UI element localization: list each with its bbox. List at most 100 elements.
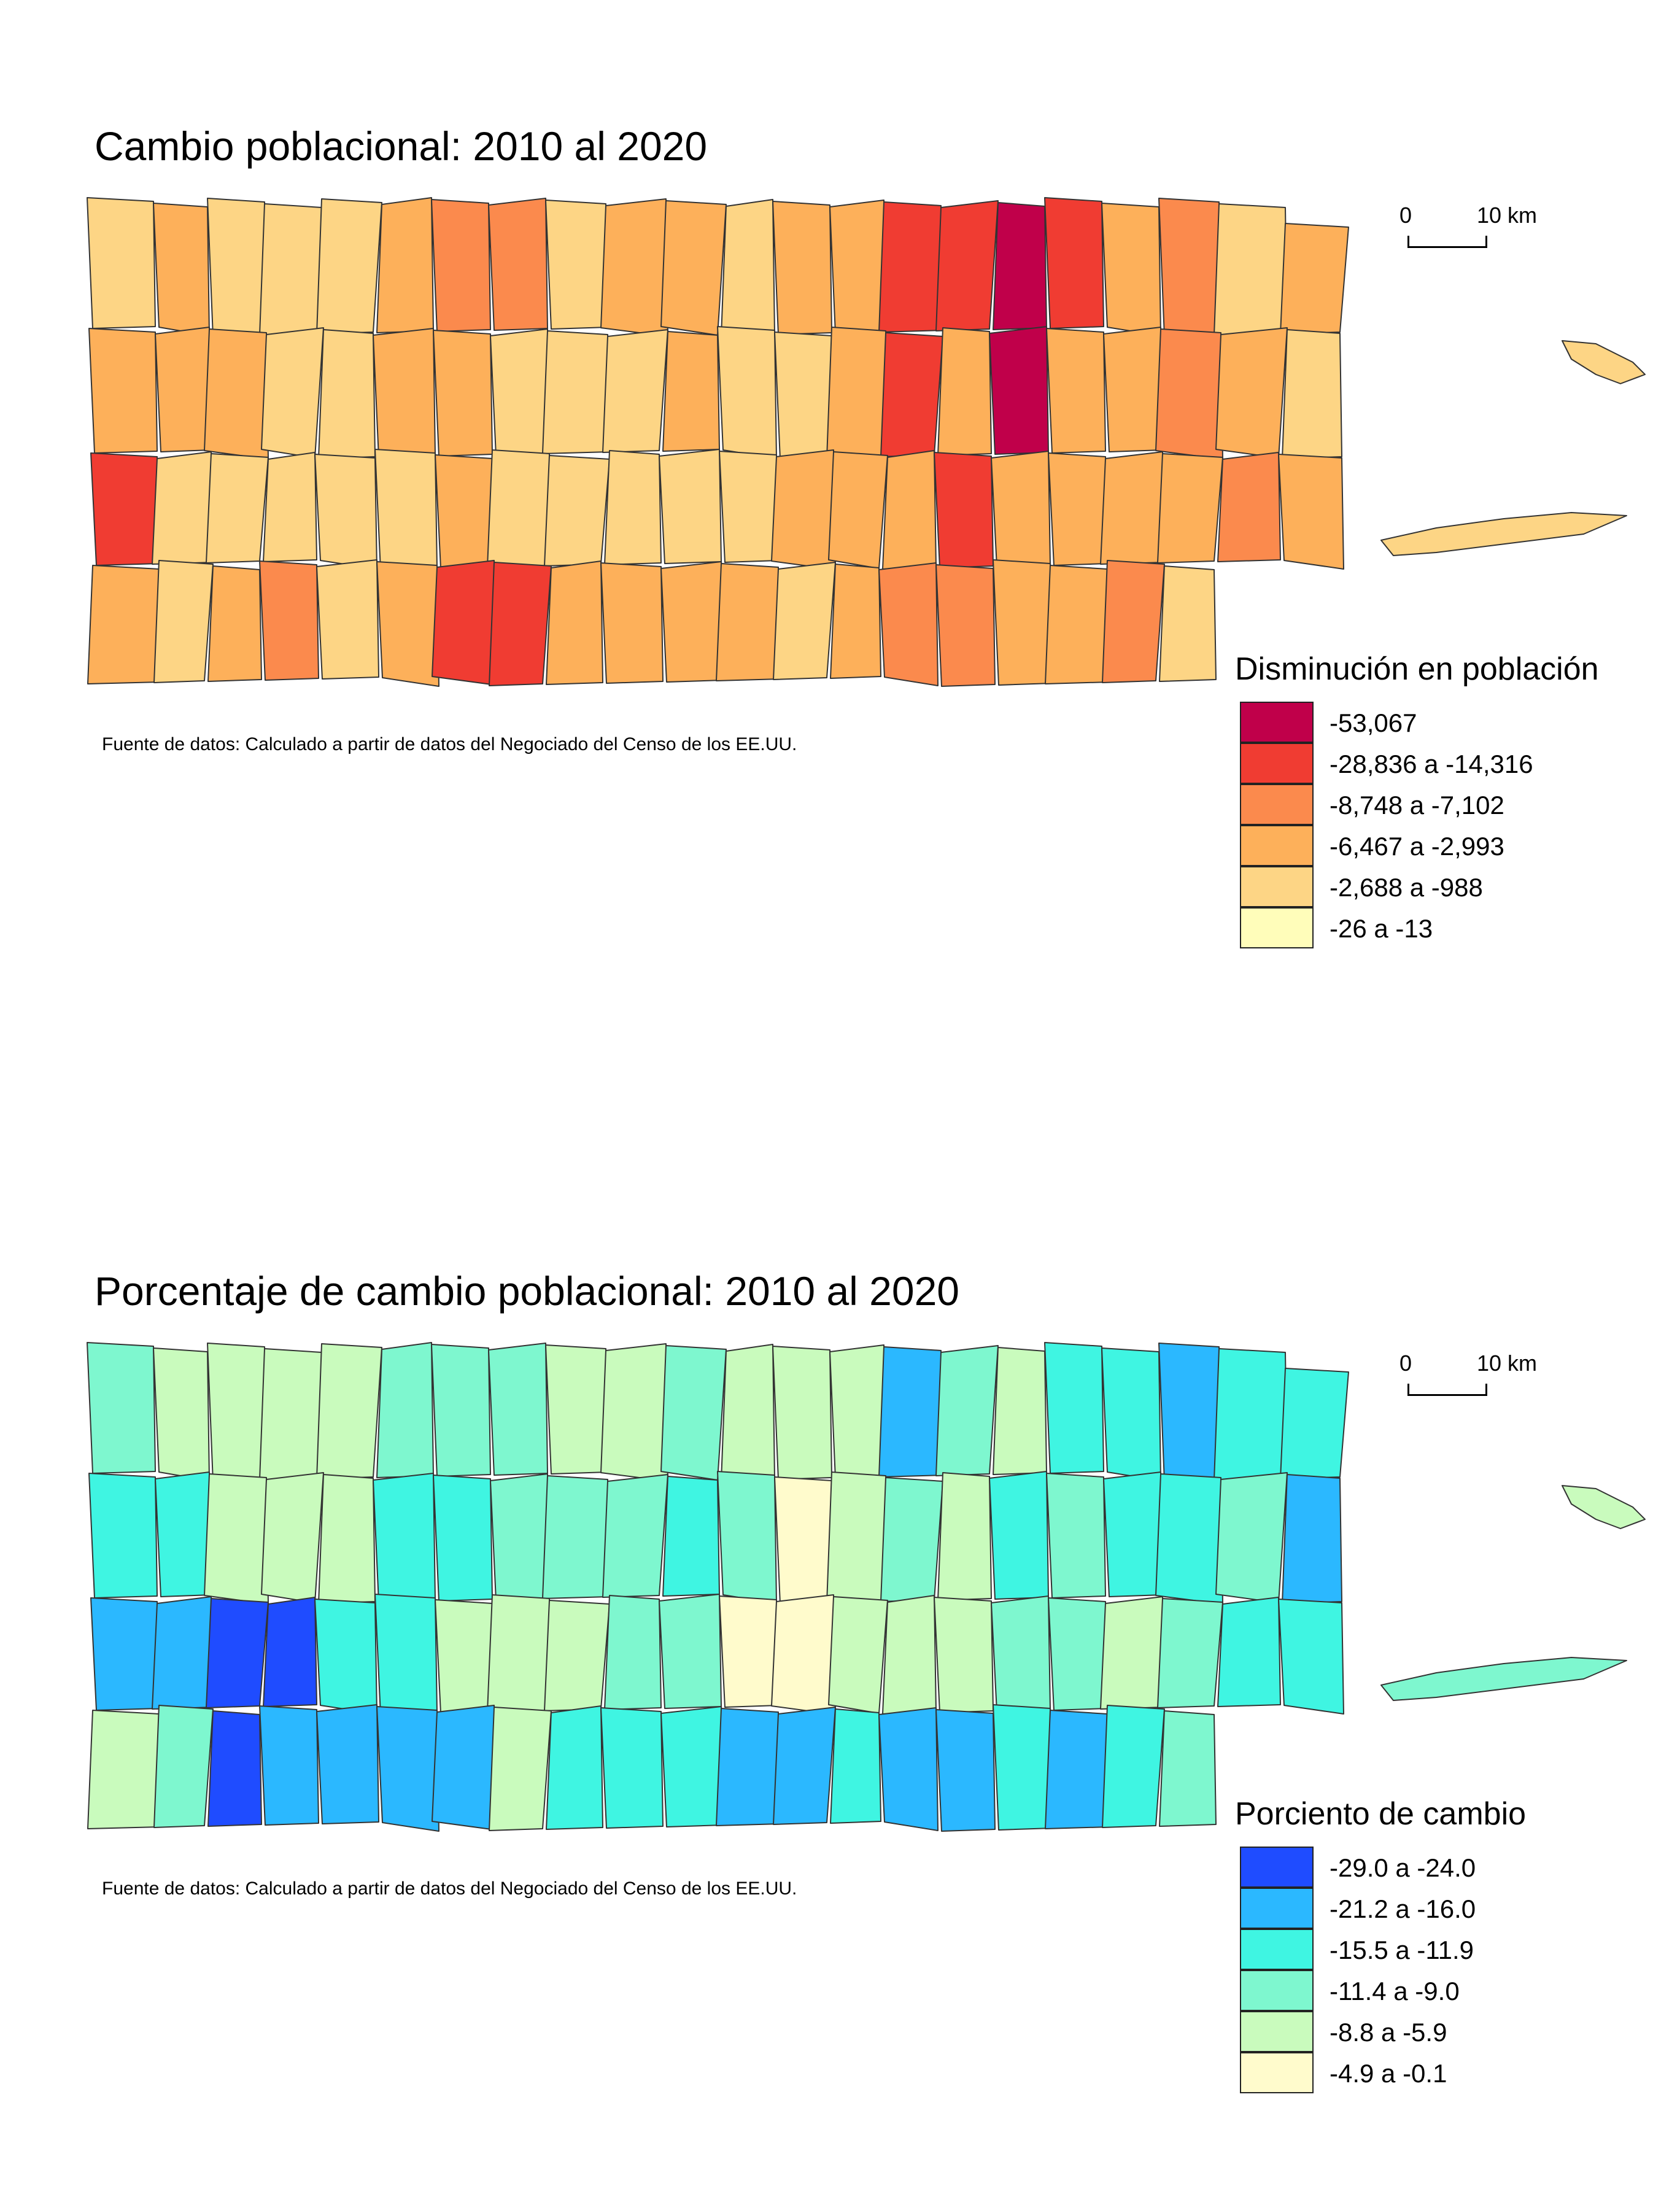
legend-swatch	[1240, 1929, 1314, 1970]
municipio-region	[316, 1343, 382, 1479]
municipio-region	[88, 328, 158, 454]
municipio-region	[1159, 1710, 1217, 1827]
municipio-region	[263, 452, 317, 562]
legend-item: -29.0 a -24.0	[1240, 1847, 1526, 1888]
municipio-region	[259, 1348, 324, 1481]
source-note: Fuente de datos: Calculado a partir de d…	[102, 1878, 797, 1899]
municipio-region	[153, 1705, 214, 1828]
municipio-region	[1159, 565, 1217, 682]
municipio-region	[488, 1343, 548, 1476]
municipio-region	[1103, 1471, 1163, 1597]
municipio-region	[435, 454, 495, 569]
scale-label-ten: 10 km	[1477, 203, 1538, 228]
municipio-region	[662, 331, 720, 452]
municipio-region	[87, 1342, 156, 1474]
municipio-region	[1101, 203, 1161, 336]
municipio-region	[660, 1706, 724, 1827]
municipio-region	[542, 1475, 610, 1599]
choropleth-map	[87, 197, 1646, 687]
municipio-region	[662, 1476, 720, 1597]
municipio-region	[490, 328, 550, 455]
municipio-region	[660, 1345, 727, 1481]
municipio-region	[1282, 1474, 1342, 1604]
municipio-region	[773, 1707, 836, 1825]
municipio-region	[993, 559, 1053, 686]
scale-bar: 0 10 km	[1399, 203, 1537, 264]
legend-item: -8.8 a -5.9	[1240, 2011, 1526, 2053]
map-panel-population-change: Cambio poblacional: 2010 al 2020 0 10 km…	[0, 0, 1680, 1080]
municipio-region	[989, 326, 1049, 455]
municipio-region	[261, 327, 324, 459]
legend-item: -21.2 a -16.0	[1240, 1888, 1526, 1929]
municipio-region	[660, 200, 727, 336]
municipio-region	[717, 326, 777, 459]
municipio-region	[1102, 560, 1165, 683]
legend-item: -28,836 a -14,316	[1240, 743, 1599, 785]
municipio-region	[490, 1473, 550, 1600]
municipio-region	[659, 1594, 722, 1709]
municipio-region	[435, 1599, 495, 1714]
municipio-region	[207, 1343, 267, 1482]
municipio-region	[489, 1707, 552, 1831]
municipio-region	[993, 1704, 1053, 1831]
municipio-region	[1282, 329, 1342, 459]
legend-item: -11.4 a -9.0	[1240, 1970, 1526, 2012]
municipio-region	[1280, 1368, 1349, 1479]
municipio-region	[660, 561, 724, 683]
legend-swatch	[1240, 1847, 1314, 1888]
municipio-region	[373, 1473, 436, 1603]
legend-list: -29.0 a -24.0 -21.2 a -16.0 -15.5 a -11.9 -…	[1240, 1847, 1526, 2094]
municipio-region	[1100, 451, 1165, 565]
municipio-region	[600, 198, 668, 337]
municipio-region	[487, 449, 552, 568]
municipio-region	[934, 1597, 994, 1713]
legend-label: -15.5 a -11.9	[1330, 1935, 1474, 1964]
municipio-region	[882, 1595, 937, 1715]
municipio-region	[935, 1709, 996, 1832]
map-title: Porcentaje de cambio poblacional: 2010 a…	[95, 1268, 960, 1314]
legend-label: -6,467 a -2,993	[1330, 831, 1504, 861]
municipio-region	[1215, 1472, 1288, 1603]
culebra-island	[1562, 1485, 1646, 1529]
municipio-region	[772, 201, 832, 335]
municipio-region	[659, 449, 722, 564]
legend-label: -2,688 a -988	[1330, 872, 1483, 902]
municipio-region	[373, 328, 436, 458]
municipio-region	[545, 200, 608, 330]
municipio-region	[544, 455, 610, 567]
municipio-region	[431, 1344, 491, 1477]
municipio-region	[991, 1595, 1051, 1712]
legend-label: -8,748 a -7,102	[1330, 790, 1504, 820]
municipio-region	[716, 563, 781, 681]
municipio-region	[1045, 1710, 1110, 1829]
municipio-region	[1044, 197, 1104, 329]
municipio-region	[1217, 1597, 1281, 1707]
legend-label: -11.4 a -9.0	[1330, 1976, 1460, 2006]
legend-title: Porciento de cambio	[1235, 1796, 1527, 1832]
legend-swatch	[1240, 1970, 1314, 2011]
legend-swatch	[1240, 866, 1314, 907]
municipio-region	[830, 1708, 881, 1824]
municipio-region	[1103, 327, 1163, 452]
legend-label: -26 a -13	[1330, 913, 1433, 943]
municipio-region	[1217, 452, 1281, 562]
municipio-region	[935, 564, 996, 687]
municipio-region	[774, 331, 834, 460]
municipio-region	[1045, 565, 1110, 684]
legend-item: -53,067	[1240, 702, 1599, 743]
municipio-region	[544, 1600, 610, 1711]
scale-line	[1407, 1384, 1487, 1396]
municipio-region	[155, 1471, 212, 1597]
municipio-region	[721, 199, 775, 336]
legend-item: -8,748 a -7,102	[1240, 784, 1599, 826]
municipio-region	[376, 561, 439, 687]
legend-swatch	[1240, 702, 1314, 743]
municipio-region	[152, 451, 214, 565]
choropleth-map	[87, 1342, 1646, 1832]
municipio-region	[1278, 454, 1344, 570]
municipio-region	[600, 562, 664, 684]
legend-swatch	[1240, 784, 1314, 825]
municipio-region	[993, 1347, 1047, 1475]
municipio-region	[828, 1596, 888, 1714]
municipio-region	[376, 1706, 439, 1832]
